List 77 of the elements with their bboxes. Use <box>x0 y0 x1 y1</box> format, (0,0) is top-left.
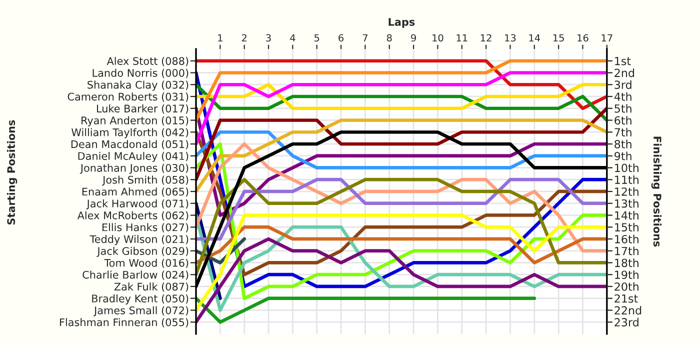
line-series <box>196 178 607 276</box>
x-tick-label: 15 <box>553 34 564 42</box>
y-tick-label: 7th <box>614 128 632 136</box>
category-label: Ellis Hanks (027) <box>102 223 188 232</box>
x-tick-label: 16 <box>578 34 588 42</box>
x-tick-label: 3 <box>266 34 271 42</box>
y-tick-label: 10th <box>615 164 638 172</box>
x-tick-label: 11 <box>456 34 468 42</box>
line-series <box>196 59 607 110</box>
x-tick-label: 4 <box>290 34 296 42</box>
y-tick-label: 9th <box>614 152 632 160</box>
text: Starting Positions <box>7 120 18 225</box>
y-tick-label: 14th <box>615 211 638 220</box>
y-tick-label: 4th <box>614 92 632 101</box>
category-label: Shanaka Clay (032) <box>88 80 188 91</box>
x-tick-label: 7 <box>362 34 368 42</box>
y-tick-label: 1st <box>615 56 631 66</box>
y-tick-label: 3rd <box>614 80 632 89</box>
line-series <box>196 225 607 264</box>
line-series <box>196 237 607 324</box>
y-tick-label: 15th <box>615 222 638 232</box>
y-tick-label: 21st <box>614 294 638 303</box>
y-tick-label: 22nd <box>614 306 642 315</box>
category-label: Lando Norris (000) <box>92 68 188 78</box>
line-series <box>196 214 607 312</box>
y-tick-label: 5th <box>614 104 632 113</box>
category-label: Ryan Anderton (015) <box>82 116 188 126</box>
line-series <box>196 106 607 182</box>
category-label: Charlie Barlow (024) <box>82 270 188 280</box>
category-label: Dean Macdonald (051) <box>71 140 188 150</box>
y-axis-title: Finishing Positions <box>651 136 662 247</box>
category-label: Jack Harwood (071) <box>86 199 188 210</box>
category-label: Tom Wood (016) <box>104 258 188 268</box>
line-series <box>196 118 607 194</box>
x-tick-label: 13 <box>505 34 516 42</box>
category-label: William Taylforth (042) <box>72 128 188 138</box>
x-tick-label: 6 <box>338 34 344 42</box>
category-label: Jack Gibson (029) <box>96 246 188 257</box>
x-tick-label: 2 <box>242 34 246 42</box>
category-label: Josh Smith (058) <box>102 176 188 186</box>
x-tick-label: 10 <box>432 34 444 42</box>
line-series <box>196 82 607 122</box>
category-label: James Small (072) <box>94 306 188 316</box>
y-tick-label: 16th <box>615 234 638 244</box>
category-label: Zak Fulk (087) <box>114 282 188 292</box>
y-tick-label: 6th <box>614 116 632 125</box>
category-label: Daniel McAuley (041) <box>78 152 188 162</box>
line-series <box>196 71 607 146</box>
y-tick-label: 17th <box>615 246 638 256</box>
category-label: Luke Barker (017) <box>97 104 188 114</box>
x-tick-label: 1 <box>218 34 222 42</box>
x-axis-title: Laps <box>388 18 415 28</box>
x-tick-label: 9 <box>411 34 416 42</box>
category-label: Alex McRoberts (062) <box>77 211 188 221</box>
line-series <box>196 142 607 253</box>
x-tick-label: 12 <box>480 34 492 42</box>
category-label: Cameron Roberts (031) <box>68 92 188 102</box>
y-tick-label: 11th <box>615 175 638 184</box>
y-tick-label: 20th <box>614 282 638 291</box>
category-label: Alex Stott (088) <box>106 56 188 66</box>
y-tick-label: 13th <box>615 199 638 208</box>
category-label: Teddy Wilson (021) <box>90 235 188 246</box>
x-tick-label: 5 <box>314 34 320 42</box>
y-tick-label: 23rd <box>614 318 638 326</box>
x-tick-label: 8 <box>386 34 392 42</box>
category-label: Flashman Finneran (055) <box>60 318 188 328</box>
y-tick-label: 2nd <box>614 68 634 78</box>
category-label: Enaam Ahmed (065) <box>82 188 188 197</box>
line-series <box>196 178 607 241</box>
category-label: Bradley Kent (050) <box>92 294 188 304</box>
x-tick-label: 17 <box>602 34 612 42</box>
y-tick-label: 12th <box>615 187 638 196</box>
x-tick-label: 14 <box>529 34 540 42</box>
y-tick-label: 19th <box>615 270 638 279</box>
y-tick-label: 8th <box>614 140 632 148</box>
y-tick-label: 18th <box>615 258 638 268</box>
category-label: Jonathan Jones (030) <box>80 164 188 174</box>
